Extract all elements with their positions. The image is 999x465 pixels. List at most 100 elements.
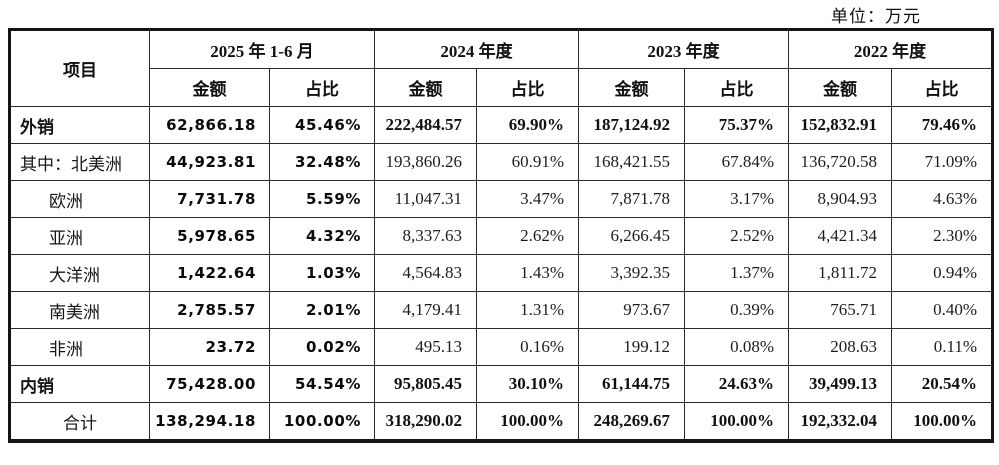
row-label: 大洋洲	[9, 254, 150, 292]
amount-2023: 3,392.35	[578, 254, 686, 292]
table-row-africa: 非洲 23.72 0.02% 495.13 0.16% 199.12 0.08%…	[9, 328, 994, 366]
amount-2022: 39,499.13	[788, 365, 893, 403]
amount-2023: 248,269.67	[578, 402, 686, 442]
amount-2024: 11,047.31	[374, 180, 478, 218]
amount-2025: 44,923.81	[149, 143, 270, 181]
amount-2024: 4,179.41	[374, 291, 478, 329]
amount-2024: 193,860.26	[374, 143, 478, 181]
row-label: 非洲	[9, 328, 150, 366]
table-row-south-america: 南美洲 2,785.57 2.01% 4,179.41 1.31% 973.67…	[9, 291, 994, 329]
ratio-2024: 2.62%	[476, 217, 580, 255]
ratio-2025: 54.54%	[268, 365, 376, 403]
ratio-2022: 100.00%	[891, 402, 994, 442]
table-row-total: 合计 138,294.18 100.00% 318,290.02 100.00%…	[9, 402, 994, 442]
ratio-2025: 32.48%	[268, 143, 376, 181]
header-item: 项目	[9, 29, 150, 107]
ratio-2023: 75.37%	[684, 106, 790, 144]
ratio-2023: 3.17%	[684, 180, 790, 218]
ratio-2023: 2.52%	[684, 217, 790, 255]
ratio-2025: 1.03%	[268, 254, 376, 292]
amount-2022: 8,904.93	[788, 180, 893, 218]
amount-2025: 23.72	[149, 328, 270, 366]
ratio-2025: 0.02%	[268, 328, 376, 366]
header-ratio-2025: 占比	[268, 68, 376, 107]
ratio-2022: 4.63%	[891, 180, 994, 218]
amount-2025: 1,422.64	[149, 254, 270, 292]
row-label: 内销	[9, 365, 150, 403]
ratio-2023: 67.84%	[684, 143, 790, 181]
amount-2024: 95,805.45	[374, 365, 478, 403]
amount-2022: 192,332.04	[788, 402, 893, 442]
amount-2025: 138,294.18	[149, 402, 270, 442]
header-ratio-2023: 占比	[684, 68, 790, 107]
ratio-2022: 0.11%	[891, 328, 994, 366]
table-row-europe: 欧洲 7,731.78 5.59% 11,047.31 3.47% 7,871.…	[9, 180, 994, 218]
amount-2023: 6,266.45	[578, 217, 686, 255]
row-label: 合计	[9, 402, 150, 442]
amount-2023: 187,124.92	[578, 106, 686, 144]
row-label: 其中：北美洲	[9, 143, 150, 181]
ratio-2024: 3.47%	[476, 180, 580, 218]
header-ratio-2024: 占比	[476, 68, 580, 107]
header-amount-2025: 金额	[149, 68, 270, 107]
amount-2022: 1,811.72	[788, 254, 893, 292]
header-amount-2024: 金额	[374, 68, 478, 107]
ratio-2024: 0.16%	[476, 328, 580, 366]
amount-2025: 62,866.18	[149, 106, 270, 144]
ratio-2022: 2.30%	[891, 217, 994, 255]
table-row-domestic: 内销 75,428.00 54.54% 95,805.45 30.10% 61,…	[9, 365, 994, 403]
ratio-2023: 1.37%	[684, 254, 790, 292]
amount-2023: 61,144.75	[578, 365, 686, 403]
amount-2024: 4,564.83	[374, 254, 478, 292]
header-amount-2023: 金额	[578, 68, 686, 107]
row-label: 南美洲	[9, 291, 150, 329]
amount-2022: 136,720.58	[788, 143, 893, 181]
header-period-2025h1: 2025 年 1-6 月	[148, 29, 376, 69]
ratio-2025: 5.59%	[268, 180, 376, 218]
amount-2024: 222,484.57	[374, 106, 478, 144]
ratio-2025: 45.46%	[268, 106, 376, 144]
header-ratio-2022: 占比	[891, 68, 994, 107]
header-row-periods: 项目 2025 年 1-6 月 2024 年度 2023 年度 2022 年度	[9, 29, 994, 107]
header-period-2022: 2022 年度	[788, 29, 994, 69]
amount-2022: 4,421.34	[788, 217, 893, 255]
table-row-export: 外销 62,866.18 45.46% 222,484.57 69.90% 18…	[9, 106, 994, 144]
amount-2025: 7,731.78	[149, 180, 270, 218]
ratio-2024: 100.00%	[476, 402, 580, 442]
amount-2023: 168,421.55	[578, 143, 686, 181]
amount-2024: 318,290.02	[374, 402, 478, 442]
ratio-2022: 0.40%	[891, 291, 994, 329]
table-row-asia: 亚洲 5,978.65 4.32% 8,337.63 2.62% 6,266.4…	[9, 217, 994, 255]
ratio-2023: 0.08%	[684, 328, 790, 366]
amount-2022: 208.63	[788, 328, 893, 366]
regional-sales-table: 项目 2025 年 1-6 月 2024 年度 2023 年度 2022 年度 …	[8, 28, 995, 443]
header-period-2023: 2023 年度	[578, 29, 790, 69]
ratio-2025: 2.01%	[268, 291, 376, 329]
header-amount-2022: 金额	[788, 68, 893, 107]
amount-2024: 495.13	[374, 328, 478, 366]
ratio-2022: 20.54%	[891, 365, 994, 403]
amount-2025: 75,428.00	[149, 365, 270, 403]
ratio-2022: 79.46%	[891, 106, 994, 144]
row-label: 外销	[9, 106, 150, 144]
header-period-2024: 2024 年度	[374, 29, 580, 69]
ratio-2024: 69.90%	[476, 106, 580, 144]
row-label: 欧洲	[9, 180, 150, 218]
ratio-2022: 0.94%	[891, 254, 994, 292]
amount-2025: 2,785.57	[149, 291, 270, 329]
amount-2024: 8,337.63	[374, 217, 478, 255]
ratio-2024: 60.91%	[476, 143, 580, 181]
ratio-2023: 0.39%	[684, 291, 790, 329]
amount-2023: 973.67	[578, 291, 686, 329]
amount-2023: 7,871.78	[578, 180, 686, 218]
table-row-north-america: 其中：北美洲 44,923.81 32.48% 193,860.26 60.91…	[9, 143, 994, 181]
ratio-2025: 100.00%	[268, 402, 376, 442]
amount-2022: 765.71	[788, 291, 893, 329]
amount-2022: 152,832.91	[788, 106, 893, 144]
amount-2025: 5,978.65	[149, 217, 270, 255]
unit-label: 单位：万元	[831, 7, 921, 26]
ratio-2025: 4.32%	[268, 217, 376, 255]
ratio-2024: 1.31%	[476, 291, 580, 329]
ratio-2024: 30.10%	[476, 365, 580, 403]
